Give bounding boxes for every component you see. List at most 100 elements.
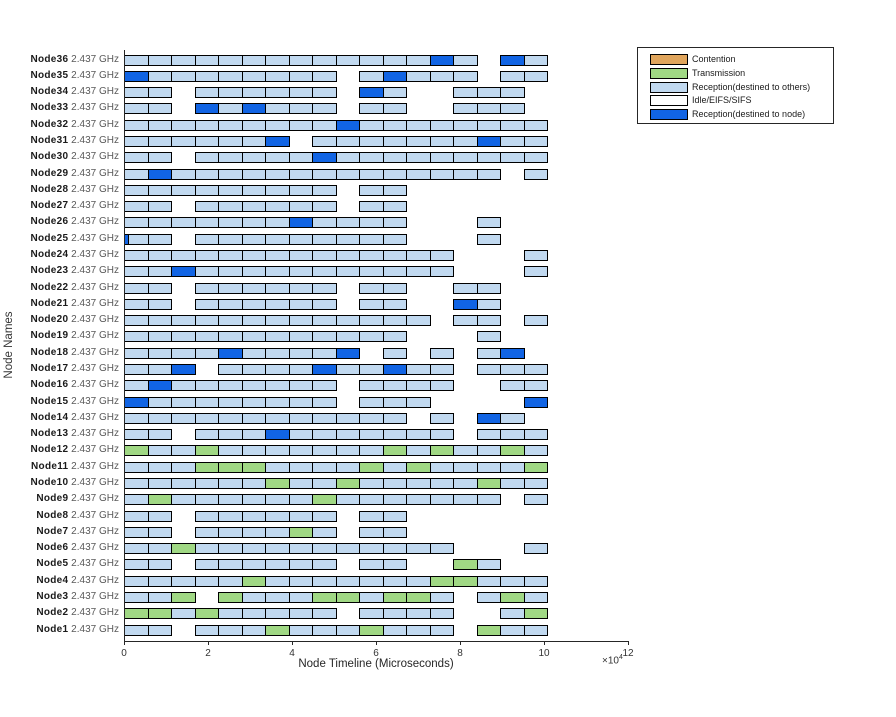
timeline-segment: [359, 543, 384, 554]
y-tick-label: Node36 2.437 GHz: [30, 53, 119, 65]
node-name: Node6: [36, 542, 69, 554]
timeline-segment: [148, 169, 172, 180]
timeline-segment: [289, 397, 313, 408]
timeline-segment: [336, 462, 360, 473]
node-name: Node8: [36, 509, 69, 521]
timeline-segment: [218, 511, 243, 522]
timeline-segment: [312, 511, 337, 522]
timeline-segment: [500, 348, 525, 359]
timeline-segment: [477, 152, 501, 163]
x-tick-label: 4: [289, 648, 295, 659]
timeline-segment: [148, 625, 172, 636]
timeline-segment: [265, 283, 290, 294]
timeline-segment: [430, 462, 454, 473]
timeline-segment: [336, 152, 360, 163]
timeline-segment: [383, 478, 407, 489]
timeline-segment: [218, 462, 243, 473]
timeline-segment: [383, 462, 407, 473]
timeline-segment: [289, 55, 313, 66]
timeline-segment: [242, 364, 266, 375]
node-name: Node19: [30, 330, 69, 342]
timeline-segment: [359, 478, 384, 489]
timeline-segment: [524, 152, 548, 163]
timeline-segment: [453, 87, 478, 98]
timeline-segment: [336, 250, 360, 261]
timeline-segment: [430, 625, 454, 636]
node-name: Node28: [30, 183, 69, 195]
timeline-segment: [242, 217, 266, 228]
timeline-segment: [218, 169, 243, 180]
timeline-segment: [171, 185, 196, 196]
timeline-segment: [265, 576, 290, 587]
y-tick-label: Node20 2.437 GHz: [30, 314, 119, 326]
timeline-segment: [430, 364, 454, 375]
timeline-segment: [524, 429, 548, 440]
y-tick-label: Node11 2.437 GHz: [31, 460, 119, 472]
timeline-segment: [289, 201, 313, 212]
timeline-segment: [218, 380, 243, 391]
timeline-segment: [500, 380, 525, 391]
legend-swatch: [650, 54, 688, 65]
timeline-segment: [148, 494, 172, 505]
timeline-segment: [336, 429, 360, 440]
timeline-segment: [359, 266, 384, 277]
timeline-segment: [406, 152, 431, 163]
timeline-segment: [171, 592, 196, 603]
timeline-segment: [312, 380, 337, 391]
timeline-segment: [406, 576, 431, 587]
timeline-segment: [477, 169, 501, 180]
timeline-segment: [524, 494, 548, 505]
timeline-segment: [148, 576, 172, 587]
timeline-segment: [265, 429, 290, 440]
timeline-segment: [477, 429, 501, 440]
timeline-segment: [218, 315, 243, 326]
timeline-segment: [336, 413, 360, 424]
node-name: Node35: [30, 69, 69, 81]
timeline-segment: [218, 87, 243, 98]
timeline-segment: [171, 364, 196, 375]
timeline-segment: [430, 120, 454, 131]
timeline-segment: [477, 364, 501, 375]
timeline-segment: [500, 429, 525, 440]
timeline-segment: [500, 364, 525, 375]
x-tick-mark: [544, 641, 545, 645]
timeline-segment: [265, 217, 290, 228]
timeline-segment: [242, 397, 266, 408]
y-tick-label: Node9 2.437 GHz: [36, 493, 119, 505]
timeline-segment: [171, 169, 196, 180]
x-axis-multiplier: ×104: [602, 654, 623, 666]
y-tick-label: Node30 2.437 GHz: [30, 151, 119, 163]
timeline-segment: [171, 250, 196, 261]
timeline-segment: [383, 136, 407, 147]
timeline-segment: [218, 543, 243, 554]
timeline-segment: [289, 87, 313, 98]
timeline-segment: [128, 234, 149, 245]
x-tick-mark: [292, 641, 293, 645]
timeline-segment: [430, 478, 454, 489]
timeline-segment: [477, 478, 501, 489]
timeline-segment: [242, 576, 266, 587]
timeline-segment: [218, 397, 243, 408]
timeline-segment: [312, 462, 337, 473]
timeline-segment: [242, 413, 266, 424]
timeline-segment: [477, 625, 501, 636]
timeline-segment: [312, 266, 337, 277]
timeline-segment: [336, 55, 360, 66]
node-name: Node24: [30, 248, 69, 260]
timeline-segment: [453, 315, 478, 326]
timeline-segment: [218, 364, 243, 375]
timeline-segment: [289, 413, 313, 424]
timeline-segment: [336, 136, 360, 147]
timeline-segment: [171, 413, 196, 424]
timeline-segment: [148, 413, 172, 424]
timeline-segment: [312, 397, 337, 408]
timeline-segment: [265, 478, 290, 489]
timeline-segment: [242, 608, 266, 619]
timeline-segment: [195, 608, 219, 619]
timeline-segment: [312, 445, 337, 456]
timeline-segment: [218, 234, 243, 245]
timeline-segment: [383, 413, 407, 424]
timeline-segment: [148, 380, 172, 391]
timeline-segment: [406, 120, 431, 131]
timeline-segment: [524, 543, 548, 554]
